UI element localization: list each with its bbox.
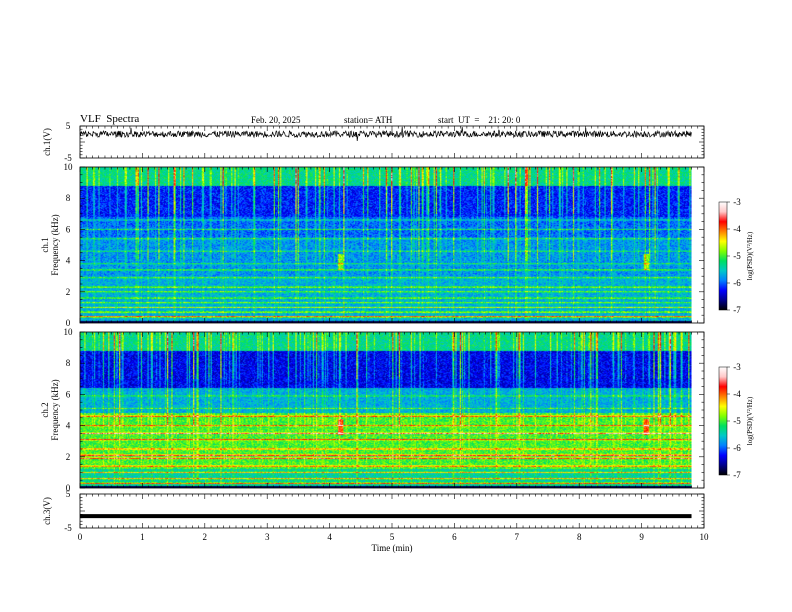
x-tick-label: 2 — [203, 532, 208, 542]
ch1-colorbar-label: log(PSD)(V²/Hz) — [746, 231, 754, 280]
header-start-ut: start UT = 21: 20: 0 — [438, 115, 521, 125]
ch2-colorbar-tick-label: -6 — [733, 443, 741, 453]
x-tick-label: 7 — [515, 532, 520, 542]
ch3-waveform-ylabel: ch.3(V) — [42, 497, 52, 525]
x-tick-label: 6 — [452, 532, 457, 542]
ch3-waveform-frame — [79, 493, 705, 529]
ch3-waveform-y-tick-label: -5 — [64, 523, 72, 533]
x-axis-label: Time (min) — [372, 543, 413, 553]
ch2-spectrogram-y-tick-label: 6 — [66, 389, 71, 399]
ch2-spectrogram-ylabel: ch.2 — [40, 402, 50, 417]
ch1-spectrogram-y-tick-label: 2 — [66, 287, 71, 297]
ch1-colorbar-tick-label: -5 — [733, 251, 741, 261]
ch1-waveform-ylabel: ch.1(V) — [42, 128, 52, 156]
x-tick-label: 9 — [639, 532, 644, 542]
ch1-waveform-trace — [79, 126, 692, 142]
ch1-spectrogram-ylabel: ch.1 — [40, 237, 50, 252]
x-tick-label: 1 — [140, 532, 145, 542]
ch1-spectrogram-y-tick-label: 8 — [66, 193, 71, 203]
ch1-colorbar — [718, 201, 728, 311]
ch1-colorbar-tick-label: -3 — [733, 197, 741, 207]
ch1-spectrogram-y-tick-label: 0 — [66, 318, 71, 328]
ch1-spectrogram-image — [80, 167, 692, 323]
ch1-colorbar-tick-label: -7 — [733, 305, 741, 315]
ch2-spectrogram-y-tick-label: 4 — [66, 421, 71, 431]
ch1-waveform-y-tick-label: -5 — [64, 153, 72, 163]
ch2-colorbar-tick-label: -3 — [733, 362, 741, 372]
ch1-spectrogram-y-tick-label: 10 — [64, 162, 74, 172]
ch2-spectrogram-y-tick-label: 10 — [64, 327, 74, 337]
ch1-spectrogram-ylabel: Frequency (kHz) — [50, 214, 60, 275]
ch2-spectrogram-y-tick-label: 0 — [66, 483, 71, 493]
ch2-colorbar-tick-label: -5 — [733, 416, 741, 426]
x-tick-label: 8 — [577, 532, 582, 542]
header-date: Feb. 20, 2025 — [251, 115, 301, 125]
ch1-spectrogram-y-tick-label: 4 — [66, 256, 71, 266]
ch2-colorbar-tick-label: -4 — [733, 389, 741, 399]
ch2-colorbar — [718, 366, 728, 476]
x-tick-label: 4 — [327, 532, 332, 542]
ch2-spectrogram-y-tick-label: 8 — [66, 358, 71, 368]
x-tick-label: 5 — [390, 532, 395, 542]
ch2-colorbar-label: log(PSD)(V²/Hz) — [746, 396, 754, 445]
ch2-colorbar-tick-label: -7 — [733, 470, 741, 480]
ch3-waveform-y-tick-label: 5 — [66, 489, 71, 499]
ch2-spectrogram-y-tick-label: 2 — [66, 452, 71, 462]
ch1-colorbar-tick-label: -4 — [733, 224, 741, 234]
ch1-waveform-y-tick-label: 5 — [66, 121, 71, 131]
x-tick-label: 3 — [265, 532, 270, 542]
header-station: station= ATH — [344, 115, 393, 125]
x-tick-label: 0 — [78, 532, 83, 542]
figure-title: VLF Spectra — [80, 113, 140, 125]
ch2-spectrogram-image — [80, 332, 692, 488]
x-tick-label: 10 — [700, 532, 710, 542]
ch1-colorbar-tick-label: -6 — [733, 278, 741, 288]
ch2-spectrogram-ylabel: Frequency (kHz) — [50, 379, 60, 440]
ch1-spectrogram-y-tick-label: 6 — [66, 224, 71, 234]
